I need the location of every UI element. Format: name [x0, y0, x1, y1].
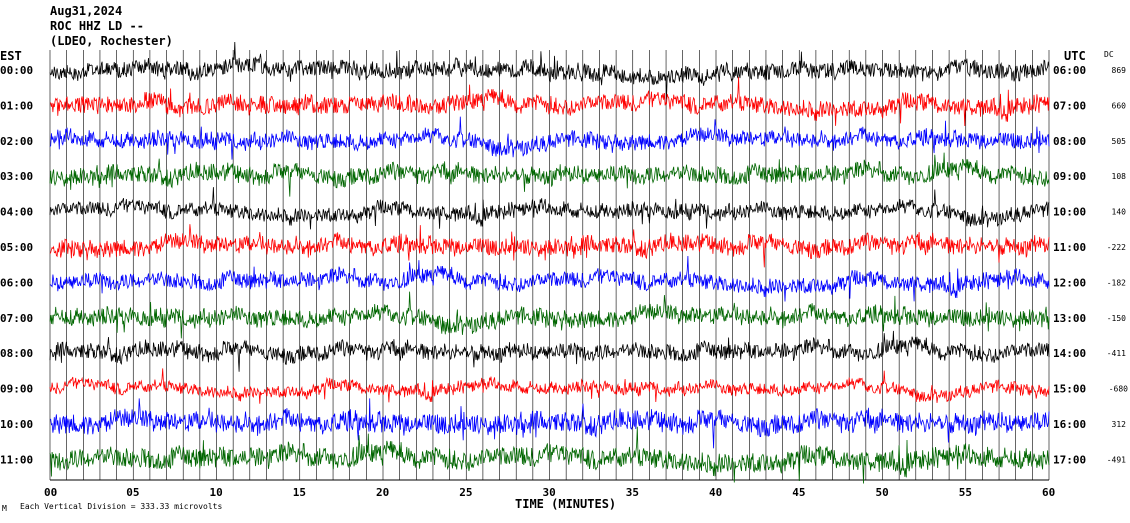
trace-row-9	[49, 368, 1050, 404]
utc-label-2: 08:00	[1053, 135, 1086, 148]
est-label-3: 03:00	[0, 170, 33, 183]
est-label-4: 04:00	[0, 206, 33, 219]
trace-row-10	[49, 398, 1050, 449]
x-tick-50: 50	[876, 486, 889, 499]
utc-label-3: 09:00	[1053, 170, 1086, 183]
est-label-11: 11:00	[0, 453, 33, 466]
utc-label-10: 16:00	[1053, 418, 1086, 431]
est-label-2: 02:00	[0, 135, 33, 148]
x-tick-20: 20	[376, 486, 389, 499]
dc-header-label: DC	[1104, 50, 1114, 59]
utc-label-6: 12:00	[1053, 276, 1086, 289]
x-tick-05: 05	[126, 486, 139, 499]
utc-label-1: 07:00	[1053, 99, 1086, 112]
est-label-5: 05:00	[0, 241, 33, 254]
x-axis-ticks: 00 05 10 15 20 25 30 35 40 45 50 55 60	[44, 486, 1055, 499]
seismic-traces	[49, 41, 1050, 484]
trace-row-3	[49, 152, 1050, 197]
x-tick-30: 30	[543, 486, 556, 499]
x-tick-60: 60	[1042, 486, 1055, 499]
dc-value-3: 108	[1112, 172, 1127, 181]
dc-value-4: 140	[1112, 208, 1127, 217]
minute-gridlines	[49, 50, 1050, 481]
x-axis-label: TIME (MINUTES)	[515, 497, 616, 511]
dc-value-6: -182	[1107, 278, 1126, 287]
dc-value-1: 660	[1112, 101, 1127, 110]
est-label-6: 06:00	[0, 276, 33, 289]
utc-label-8: 14:00	[1053, 347, 1086, 360]
dc-value-7: -150	[1107, 314, 1126, 323]
header-station: (LDEO, Rochester)	[50, 34, 173, 48]
x-tick-10: 10	[210, 486, 223, 499]
x-tick-15: 15	[293, 486, 306, 499]
dc-value-8: -411	[1107, 349, 1126, 358]
x-tick-00: 00	[44, 486, 57, 499]
est-label-0: 00:00	[0, 64, 33, 77]
utc-label-9: 15:00	[1053, 383, 1086, 396]
dc-value-5: -222	[1107, 243, 1126, 252]
est-label-10: 10:00	[0, 418, 33, 431]
header-channel: ROC HHZ LD --	[50, 19, 144, 33]
dc-value-0: 869	[1112, 66, 1127, 75]
utc-label-4: 10:00	[1053, 206, 1086, 219]
utc-label-11: 17:00	[1053, 453, 1086, 466]
x-tick-45: 45	[792, 486, 805, 499]
est-label-1: 01:00	[0, 99, 33, 112]
trace-row-11	[49, 426, 1050, 484]
x-tick-40: 40	[709, 486, 722, 499]
x-tick-25: 25	[459, 486, 472, 499]
dc-value-11: -491	[1107, 455, 1126, 464]
header-date: Aug31,2024	[50, 4, 122, 18]
trace-row-8	[49, 330, 1050, 372]
trace-row-2	[49, 116, 1050, 160]
x-tick-35: 35	[626, 486, 639, 499]
dc-value-10: 312	[1112, 420, 1127, 429]
row-labels: 00:00 06:00 869 01:00 07:00 660 02:00 08:00 505 0…	[0, 64, 1128, 466]
trace-row-4	[49, 187, 1050, 230]
trace-row-7	[49, 291, 1050, 339]
utc-label-0: 06:00	[1053, 64, 1086, 77]
trace-row-0	[49, 41, 1050, 100]
dc-value-2: 505	[1112, 137, 1127, 146]
scale-note: Each Vertical Division = 333.33 microvol…	[20, 502, 222, 511]
footer-mark: M	[2, 504, 7, 513]
x-tick-55: 55	[959, 486, 972, 499]
trace-row-5	[49, 224, 1050, 268]
right-timezone-label: UTC	[1064, 49, 1086, 63]
trace-row-6	[49, 255, 1050, 302]
est-label-8: 08:00	[0, 347, 33, 360]
dc-value-overlap: -680	[1109, 385, 1128, 394]
est-label-9: 09:00	[0, 383, 33, 396]
est-label-7: 07:00	[0, 312, 33, 325]
left-timezone-label: EST	[0, 49, 22, 63]
utc-label-5: 11:00	[1053, 241, 1086, 254]
utc-label-7: 13:00	[1053, 312, 1086, 325]
trace-row-1	[49, 76, 1050, 127]
